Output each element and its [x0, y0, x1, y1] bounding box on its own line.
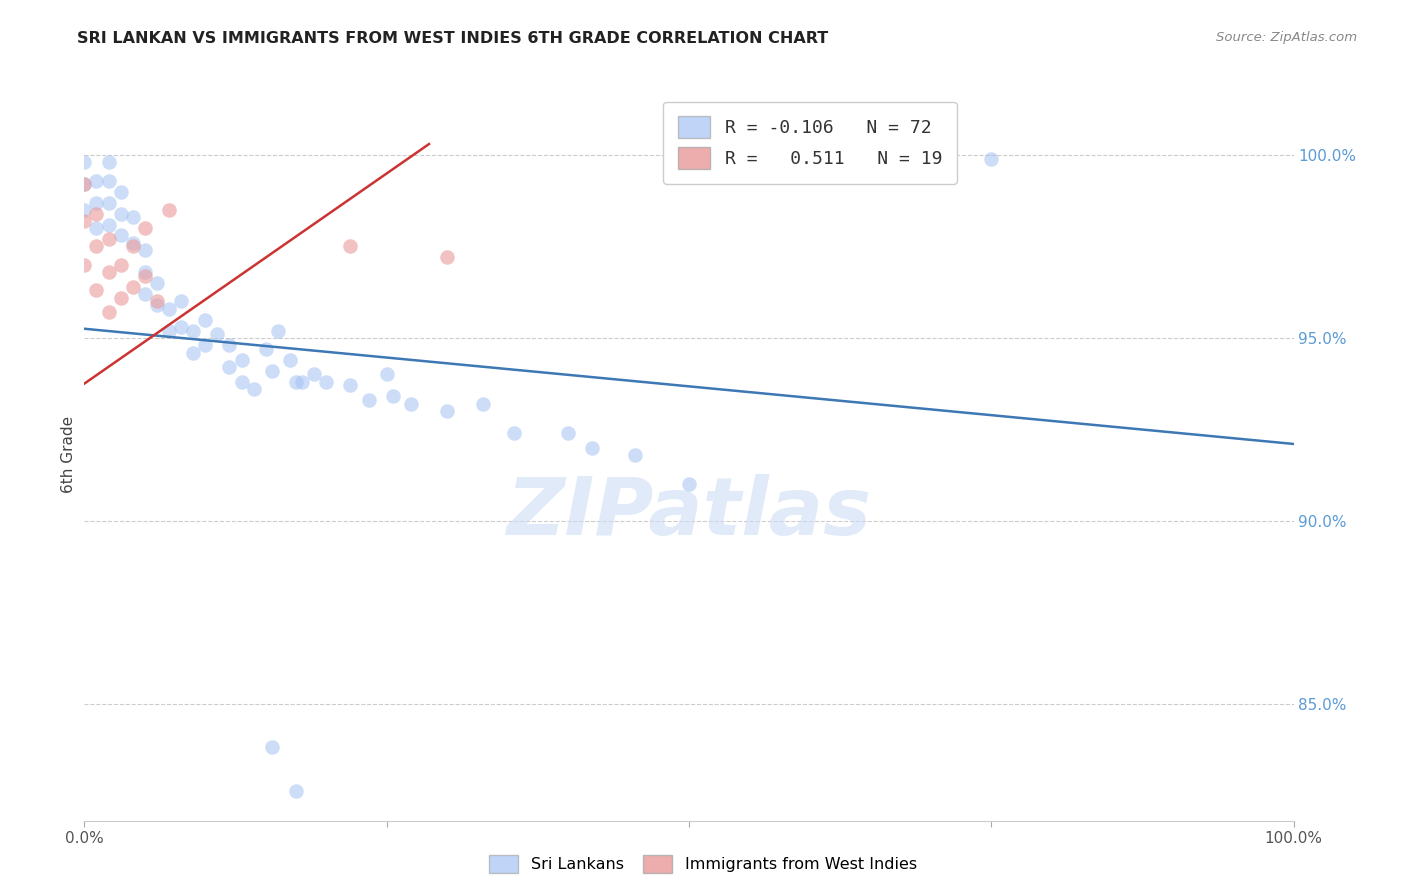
Point: [194, 338, 217, 352]
Point: [357, 392, 380, 407]
Point: [278, 352, 301, 367]
Y-axis label: 6th Grade: 6th Grade: [60, 417, 76, 493]
Point: [170, 294, 193, 309]
Point: [859, 148, 882, 162]
Point: [86, 221, 108, 235]
Point: [121, 239, 143, 253]
Point: [146, 294, 169, 309]
Point: [284, 375, 308, 389]
Point: [110, 228, 132, 243]
Point: [284, 784, 308, 798]
Point: [302, 368, 325, 382]
Point: [134, 243, 156, 257]
Point: [181, 324, 204, 338]
Point: [110, 206, 132, 220]
Point: [399, 397, 422, 411]
Point: [623, 448, 645, 462]
Point: [97, 173, 120, 187]
Point: [339, 239, 361, 253]
Point: [86, 206, 108, 220]
Point: [121, 235, 143, 250]
Point: [207, 327, 229, 342]
Point: [110, 258, 132, 272]
Text: Source: ZipAtlas.com: Source: ZipAtlas.com: [1216, 31, 1357, 45]
Point: [73, 155, 96, 169]
Point: [218, 338, 240, 352]
Point: [134, 287, 156, 301]
Point: [134, 265, 156, 279]
Point: [267, 324, 290, 338]
Point: [97, 232, 120, 246]
Point: [157, 324, 180, 338]
Point: [381, 389, 404, 403]
Point: [260, 364, 283, 378]
Point: [242, 382, 264, 396]
Point: [97, 195, 120, 210]
Point: [86, 239, 108, 253]
Point: [260, 740, 283, 755]
Point: [678, 477, 700, 491]
Point: [436, 404, 458, 418]
Point: [315, 375, 337, 389]
Point: [436, 251, 458, 265]
Point: [86, 284, 108, 298]
Point: [375, 368, 398, 382]
Point: [121, 279, 143, 293]
Point: [254, 342, 277, 356]
Point: [502, 425, 524, 440]
Point: [97, 305, 120, 319]
Point: [73, 202, 96, 217]
Point: [121, 210, 143, 224]
Point: [472, 397, 495, 411]
Text: SRI LANKAN VS IMMIGRANTS FROM WEST INDIES 6TH GRADE CORRELATION CHART: SRI LANKAN VS IMMIGRANTS FROM WEST INDIE…: [77, 31, 828, 46]
Legend: Sri Lankans, Immigrants from West Indies: Sri Lankans, Immigrants from West Indies: [482, 848, 924, 880]
Point: [134, 268, 156, 283]
Point: [86, 173, 108, 187]
Point: [146, 276, 169, 290]
Point: [291, 375, 314, 389]
Point: [86, 195, 108, 210]
Point: [231, 375, 253, 389]
Point: [194, 312, 217, 326]
Point: [97, 265, 120, 279]
Point: [73, 178, 96, 192]
Point: [97, 155, 120, 169]
Point: [339, 378, 361, 392]
Legend: R = -0.106   N = 72, R =   0.511   N = 19: R = -0.106 N = 72, R = 0.511 N = 19: [664, 102, 956, 184]
Point: [170, 320, 193, 334]
Point: [181, 345, 204, 359]
Point: [157, 301, 180, 316]
Point: [218, 360, 240, 375]
Point: [73, 214, 96, 228]
Point: [110, 291, 132, 305]
Point: [146, 298, 169, 312]
Point: [134, 221, 156, 235]
Point: [581, 441, 603, 455]
Point: [231, 352, 253, 367]
Text: ZIPatlas: ZIPatlas: [506, 475, 872, 552]
Point: [557, 425, 579, 440]
Point: [73, 178, 96, 192]
Point: [110, 185, 132, 199]
Point: [73, 258, 96, 272]
Point: [980, 152, 1002, 166]
Point: [157, 202, 180, 217]
Point: [97, 218, 120, 232]
